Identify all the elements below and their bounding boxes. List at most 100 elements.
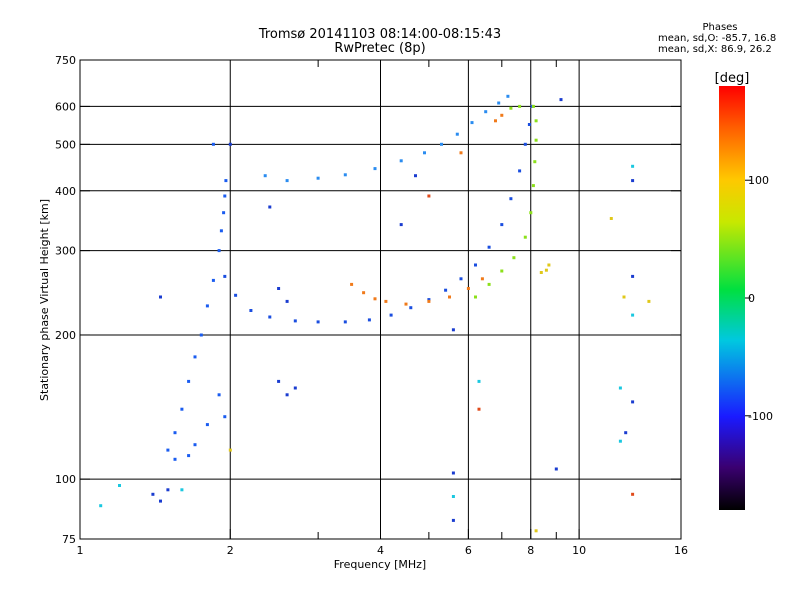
echo-point — [427, 194, 431, 198]
echo-point — [409, 306, 413, 310]
echo-point — [470, 121, 474, 125]
echo-point — [228, 448, 232, 452]
echo-point — [217, 393, 221, 397]
echo-point — [223, 415, 227, 419]
echo-point — [187, 379, 191, 383]
echo-point — [533, 160, 537, 164]
echo-point — [440, 142, 443, 146]
x-tick-label: 10 — [572, 544, 586, 557]
echo-point — [211, 278, 215, 282]
echo-point — [459, 277, 463, 281]
echo-point — [268, 315, 272, 319]
axis-layer: 1 2 4 6 8 10 16 75 100 200 300 400 500 600 750 — [55, 54, 688, 557]
echo-point — [487, 282, 491, 286]
chart-title: Tromsø 20141103 08:14:00-08:15:43 — [258, 27, 502, 42]
echo-point — [500, 269, 504, 273]
grid-layer — [80, 60, 681, 539]
echo-point — [531, 184, 535, 188]
echo-point — [497, 101, 501, 105]
echo-point — [427, 299, 431, 303]
echo-point — [404, 302, 408, 306]
y-tick-label: 100 — [55, 473, 76, 486]
echo-point — [534, 119, 538, 123]
echo-point — [217, 249, 221, 253]
echo-point — [518, 169, 522, 173]
echo-point — [414, 174, 417, 178]
echo-point — [631, 313, 635, 317]
colorbar-ticks: 100 0 -100 — [745, 174, 773, 423]
echo-point — [293, 319, 297, 323]
echo-point — [459, 151, 463, 155]
echo-point — [451, 328, 455, 332]
colorbar-tick-label: 0 — [748, 292, 755, 305]
echo-point — [180, 407, 184, 411]
echo-point — [173, 457, 177, 461]
y-tick-label: 600 — [55, 100, 76, 113]
echo-point — [500, 223, 504, 227]
phase-stats: Phases mean, sd,O: -85.7, 16.8 mean, sd,… — [600, 22, 780, 55]
echo-point — [609, 217, 613, 220]
echo-point — [373, 167, 377, 171]
echo-point — [384, 299, 388, 303]
echo-point — [205, 304, 209, 308]
echo-point — [477, 379, 481, 383]
echo-point — [631, 164, 635, 168]
chart-subtitle: RwPretec (8p) — [334, 41, 426, 56]
echo-point — [480, 277, 484, 281]
echo-point — [343, 173, 347, 177]
echo-point — [187, 454, 191, 458]
echo-point — [539, 271, 543, 274]
echo-point — [193, 443, 197, 447]
echo-point — [211, 142, 215, 146]
echo-point — [423, 151, 426, 155]
phase-stats-o: mean, sd,O: -85.7, 16.8 — [658, 33, 777, 44]
echo-point — [455, 132, 459, 136]
y-tick-label: 500 — [55, 138, 76, 151]
colorbar-tick-label: -100 — [748, 410, 773, 423]
y-tick-label: 750 — [55, 54, 76, 67]
colorbar — [719, 86, 745, 510]
echo-point — [362, 291, 366, 295]
echo-point — [487, 245, 491, 249]
phase-stats-heading: Phases — [702, 22, 738, 33]
x-tick-label: 1 — [77, 544, 84, 557]
echo-point — [631, 400, 635, 404]
echo-point — [534, 529, 538, 533]
echo-point — [399, 223, 403, 227]
echo-point — [544, 268, 548, 272]
echo-point — [631, 492, 635, 496]
echo-point — [343, 320, 347, 324]
echo-point — [622, 295, 626, 299]
echo-point — [509, 106, 513, 110]
echo-point — [527, 123, 531, 126]
y-tick-label: 75 — [62, 533, 76, 546]
echo-point — [474, 263, 477, 267]
echo-point — [448, 295, 451, 299]
colorbar-unit: [deg] — [715, 71, 750, 86]
y-tick-label: 200 — [55, 329, 76, 342]
echo-point — [268, 205, 272, 209]
y-axis-label: Stationary phase Virtual Height [km] — [38, 199, 51, 401]
x-tick-label: 8 — [527, 544, 534, 557]
echo-point — [444, 288, 448, 292]
x-tick-label: 4 — [377, 544, 384, 557]
echo-point — [223, 194, 227, 198]
phase-stats-x: mean, sd,X: 86.9, 26.2 — [658, 44, 772, 55]
echo-point — [249, 309, 253, 312]
echo-point — [509, 197, 513, 201]
x-axis-label: Frequency [MHz] — [334, 558, 426, 571]
echo-point — [466, 287, 470, 290]
echo-point — [512, 256, 516, 260]
echo-point — [494, 119, 497, 123]
x-tick-label: 16 — [674, 544, 688, 557]
echo-point — [618, 386, 622, 390]
echo-point — [228, 142, 232, 146]
echo-point — [500, 113, 504, 117]
x-tick-label: 6 — [465, 544, 472, 557]
echo-point — [151, 492, 155, 496]
echo-point — [205, 423, 209, 427]
echo-point — [223, 274, 227, 278]
echo-point — [518, 104, 522, 108]
echo-point — [529, 211, 533, 215]
echo-point — [427, 298, 431, 302]
